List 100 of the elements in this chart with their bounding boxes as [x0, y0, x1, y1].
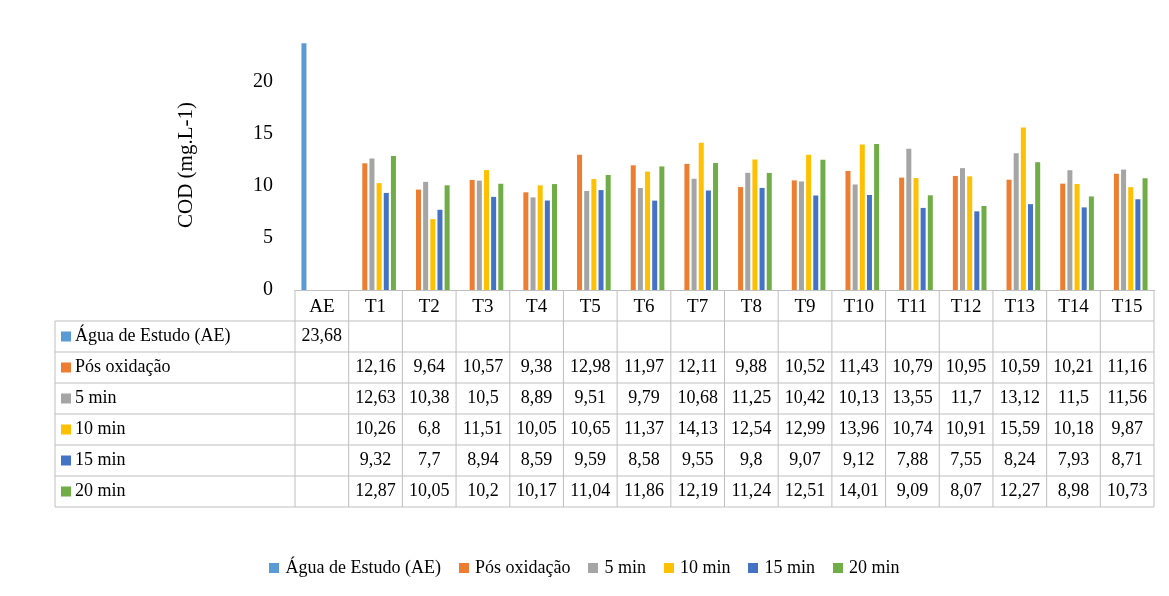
data-label: 8,59 — [520, 449, 553, 470]
data-label: 10,79 — [892, 356, 933, 377]
y-tick-label: 10 — [253, 173, 273, 196]
bar — [637, 188, 643, 290]
bar — [813, 195, 819, 290]
bar — [952, 175, 958, 290]
data-label: 10,73 — [1106, 480, 1148, 501]
x-tick-label: T4 — [526, 295, 548, 317]
x-tick-label: T3 — [472, 295, 494, 317]
y-tick-label: 15 — [253, 121, 273, 143]
y-tick-label: 5 — [263, 225, 273, 248]
data-label: 11,37 — [624, 418, 664, 439]
data-label: 11,5 — [1058, 387, 1089, 408]
data-label: 13,55 — [892, 387, 933, 408]
bar — [498, 183, 504, 290]
bar — [591, 179, 597, 290]
data-label: 7,88 — [896, 449, 929, 470]
bar — [691, 178, 697, 290]
data-label: 9,79 — [628, 387, 660, 408]
x-tick-label: T13 — [1004, 295, 1036, 317]
data-label: 9,64 — [413, 356, 445, 377]
data-label: 10,59 — [999, 356, 1041, 377]
bar — [745, 172, 751, 290]
bar — [376, 183, 382, 290]
data-label: 11,97 — [624, 356, 664, 377]
bar — [301, 43, 307, 290]
data-label: 10,38 — [408, 387, 450, 408]
data-label: 10,5 — [467, 387, 499, 408]
bar — [1113, 173, 1119, 290]
data-label: 13,96 — [838, 418, 879, 439]
bar — [483, 170, 489, 290]
y-tick-label: 0 — [263, 277, 273, 300]
data-label: 10,05 — [408, 480, 450, 501]
bar — [960, 168, 966, 290]
data-label: 7,93 — [1057, 449, 1090, 470]
bar — [423, 181, 429, 290]
bar — [1081, 207, 1087, 290]
data-label: 9,51 — [574, 387, 607, 408]
bar — [1028, 204, 1034, 290]
data-label: 9,8 — [740, 449, 763, 470]
bar — [1088, 196, 1094, 290]
bar — [713, 163, 719, 290]
legend-label: Pós oxidação — [75, 356, 171, 377]
bar — [766, 172, 772, 290]
x-tick-label: T14 — [1058, 295, 1090, 317]
legend-label: Água de Estudo (AE) — [75, 324, 231, 347]
bar — [920, 207, 926, 290]
data-label: 9,09 — [896, 480, 929, 501]
bar — [967, 176, 973, 290]
bar — [791, 180, 797, 290]
data-label: 12,11 — [677, 356, 718, 377]
bar — [551, 184, 557, 290]
data-label: 11,16 — [1107, 356, 1148, 377]
data-label: 10,74 — [892, 418, 933, 439]
legend-label: 20 min — [848, 557, 900, 578]
bar — [430, 219, 436, 290]
data-label: 10,91 — [945, 418, 987, 439]
data-label: 11,56 — [1107, 387, 1148, 408]
data-label: 8,58 — [628, 449, 660, 470]
bar — [544, 200, 550, 290]
x-tick-label: T15 — [1111, 295, 1143, 317]
bar — [630, 165, 636, 290]
bar — [845, 170, 851, 290]
data-label: 10,42 — [784, 387, 826, 408]
bar — [899, 177, 905, 290]
bar — [1060, 183, 1066, 290]
bar — [705, 190, 711, 290]
data-label: 11,25 — [731, 387, 772, 408]
bar — [1013, 153, 1019, 290]
text: 20 min — [75, 480, 126, 501]
data-label: 11,51 — [462, 418, 503, 439]
x-tick-label: T5 — [579, 295, 601, 317]
data-label: 8,94 — [467, 449, 499, 470]
data-label: 13,12 — [999, 387, 1041, 408]
bar — [577, 154, 583, 290]
data-label: 10,52 — [784, 356, 826, 377]
bar — [645, 171, 651, 290]
bar — [1006, 179, 1012, 290]
bar — [437, 209, 443, 290]
bar — [362, 163, 368, 290]
x-tick-label: T7 — [687, 295, 709, 317]
bar — [820, 159, 826, 290]
data-label: 9,59 — [574, 449, 607, 470]
bar — [906, 148, 912, 290]
data-label: 9,55 — [681, 449, 714, 470]
data-label: 10,2 — [467, 480, 499, 501]
data-label: 11,86 — [624, 480, 664, 501]
bar — [584, 190, 590, 290]
data-label: 9,07 — [789, 449, 821, 470]
data-label: 8,98 — [1057, 480, 1090, 501]
data-label: 9,32 — [359, 449, 392, 470]
bar — [874, 144, 880, 290]
data-label: 6,8 — [417, 418, 441, 439]
bar — [927, 195, 933, 290]
data-label: 12,99 — [784, 418, 826, 439]
bar — [415, 189, 421, 290]
y-tick-label: 20 — [253, 68, 273, 91]
bar — [1035, 162, 1041, 290]
bar — [537, 185, 543, 290]
bar — [981, 205, 987, 290]
